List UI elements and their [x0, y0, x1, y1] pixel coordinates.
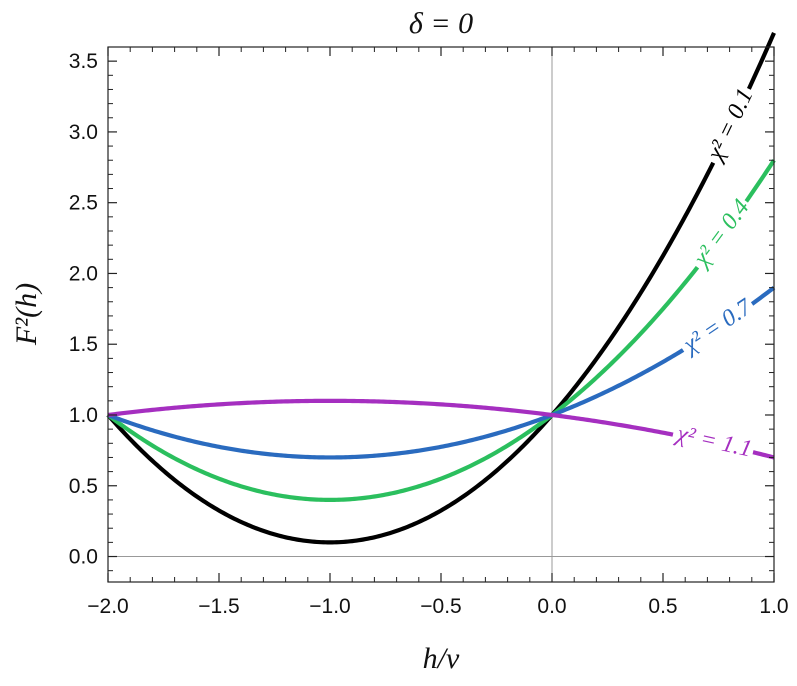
curve-labels: χ² = 0.1 χ² = 0.4 χ² = 0.7 χ² = 1.1 [671, 84, 759, 463]
axes-lines [108, 47, 774, 582]
curve-chi2-1_1 [107, 398, 775, 460]
y-tick-label: 3.5 [69, 50, 98, 73]
curve-label-3: χ² = 1.1 [673, 420, 755, 462]
y-tick-label: 2.5 [69, 192, 98, 215]
chart-title: δ = 0 [409, 7, 473, 40]
curve-chi2-0_1 [106, 32, 776, 545]
curves [106, 32, 776, 545]
y-tick-label: 1.0 [69, 404, 98, 427]
y-tick-label: 0.5 [69, 475, 98, 498]
tick-labels: −2.0 −1.5 −1.0 −0.5 0.0 0.5 1.0 0.0 0.5 1.0 1.5 2.0… [69, 50, 789, 618]
x-tick-label: −0.5 [420, 595, 461, 618]
y-tick-label: 1.5 [69, 333, 98, 356]
x-tick-label: 0.5 [648, 595, 677, 618]
x-tick-label: −1.0 [309, 595, 350, 618]
x-tick-label: −1.5 [198, 595, 239, 618]
y-tick-label: 3.0 [69, 121, 98, 144]
curve-chi2-0_7 [107, 285, 776, 460]
x-tick-label: −2.0 [87, 595, 128, 618]
curve-label-0: χ² = 0.1 [701, 85, 758, 167]
y-tick-label: 0.0 [69, 546, 98, 569]
curve-label-bg-2 [677, 295, 758, 358]
ticks [107, 46, 775, 582]
curve-label-bg-3 [671, 422, 756, 461]
x-tick-label: 0.0 [537, 595, 566, 618]
curve-label-bg-1 [688, 194, 754, 273]
y-axis-title: F²(h) [10, 283, 43, 346]
curve-label-1: χ² = 0.4 [688, 195, 755, 273]
x-tick-label: 1.0 [759, 595, 788, 618]
x-axis-title: h/v [423, 642, 460, 675]
y-tick-label: 2.0 [69, 262, 98, 285]
curve-chi2-0_4 [106, 159, 776, 503]
curve-label-2: χ² = 0.7 [677, 294, 757, 360]
curve-label-bg-0 [703, 84, 757, 167]
